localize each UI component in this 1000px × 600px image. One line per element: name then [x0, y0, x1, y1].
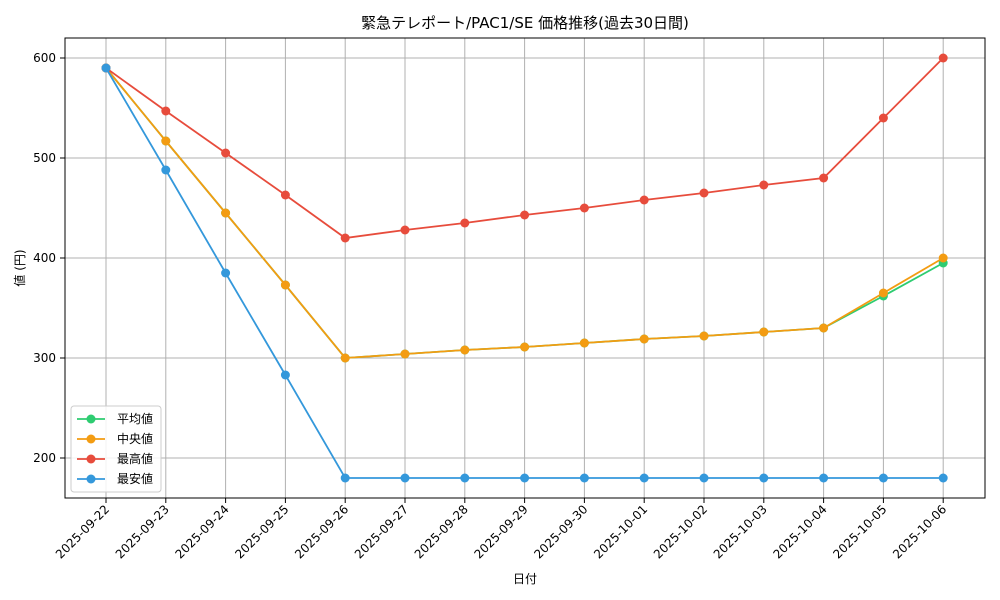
x-tick-label: 2025-09-26 — [292, 502, 351, 561]
legend-marker — [86, 474, 96, 484]
data-point — [579, 473, 589, 483]
x-tick-label: 2025-09-25 — [232, 502, 291, 561]
legend-marker — [86, 434, 96, 444]
x-tick-label: 2025-09-29 — [472, 502, 531, 561]
data-point — [460, 218, 470, 228]
legend-marker — [86, 414, 96, 424]
x-tick-label: 2025-10-04 — [771, 502, 830, 561]
legend-item: 最安値 — [77, 471, 153, 486]
x-tick-label: 2025-10-02 — [651, 502, 710, 561]
x-axis: 2025-09-22 2025-09-23 2025-09-24 2025-09-25… — [53, 498, 949, 561]
x-tick-label: 2025-10-03 — [711, 502, 770, 561]
data-point — [400, 225, 410, 235]
data-point — [699, 331, 709, 341]
data-point — [340, 473, 350, 483]
data-point — [161, 106, 171, 116]
data-point — [878, 473, 888, 483]
legend-label: 平均値 — [117, 411, 153, 426]
x-tick-label: 2025-09-27 — [352, 502, 411, 561]
data-point — [579, 338, 589, 348]
data-point — [699, 473, 709, 483]
chart-title: 緊急テレポート/PAC1/SE 価格推移(過去30日間) — [361, 14, 689, 32]
y-tick-label: 500 — [33, 151, 56, 165]
data-point — [639, 195, 649, 205]
data-point — [460, 345, 470, 355]
data-point — [759, 473, 769, 483]
legend-label: 最安値 — [117, 471, 153, 486]
data-point — [699, 188, 709, 198]
x-tick-label: 2025-09-30 — [531, 502, 590, 561]
data-point — [579, 203, 589, 213]
data-point — [938, 53, 948, 63]
legend-label: 最高値 — [117, 451, 153, 466]
data-point — [161, 136, 171, 146]
data-point — [161, 165, 171, 175]
data-point — [400, 473, 410, 483]
y-axis: 200 300 400 500 600 — [33, 51, 65, 465]
y-tick-label: 600 — [33, 51, 56, 65]
series-中央値 — [101, 63, 948, 363]
legend-item: 中央値 — [77, 431, 153, 446]
data-point — [938, 473, 948, 483]
data-point — [520, 342, 530, 352]
data-point — [340, 233, 350, 243]
legend-label: 中央値 — [117, 431, 153, 446]
grid — [65, 38, 985, 498]
data-point — [221, 208, 231, 218]
data-point — [520, 210, 530, 220]
legend-marker — [86, 454, 96, 464]
data-point — [878, 113, 888, 123]
data-point — [759, 180, 769, 190]
x-tick-label: 2025-10-06 — [890, 502, 949, 561]
y-tick-label: 300 — [33, 351, 56, 365]
legend-item: 平均値 — [77, 411, 153, 426]
data-point — [520, 473, 530, 483]
series-layer — [101, 53, 948, 483]
data-point — [759, 327, 769, 337]
data-point — [280, 190, 290, 200]
data-point — [400, 349, 410, 359]
x-tick-label: 2025-10-05 — [830, 502, 889, 561]
data-point — [280, 370, 290, 380]
y-axis-label: 値 (円) — [12, 249, 27, 286]
legend-box — [70, 405, 162, 493]
data-point — [819, 323, 829, 333]
series-最安値 — [101, 63, 948, 483]
data-point — [938, 253, 948, 263]
x-tick-label: 2025-09-22 — [53, 502, 112, 561]
data-point — [819, 473, 829, 483]
data-point — [340, 353, 350, 363]
data-point — [221, 148, 231, 158]
data-point — [221, 268, 231, 278]
x-tick-label: 2025-09-28 — [412, 502, 471, 561]
data-point — [878, 288, 888, 298]
legend-item: 最高値 — [77, 451, 153, 466]
data-point — [639, 334, 649, 344]
data-point — [819, 173, 829, 183]
data-point — [639, 473, 649, 483]
x-tick-label: 2025-10-01 — [591, 502, 650, 561]
y-tick-label: 400 — [33, 251, 56, 265]
x-tick-label: 2025-09-24 — [173, 502, 232, 561]
y-tick-label: 200 — [33, 451, 56, 465]
data-point — [101, 63, 111, 73]
data-point — [460, 473, 470, 483]
data-point — [280, 280, 290, 290]
x-tick-label: 2025-09-23 — [113, 502, 172, 561]
x-axis-label: 日付 — [513, 572, 537, 586]
